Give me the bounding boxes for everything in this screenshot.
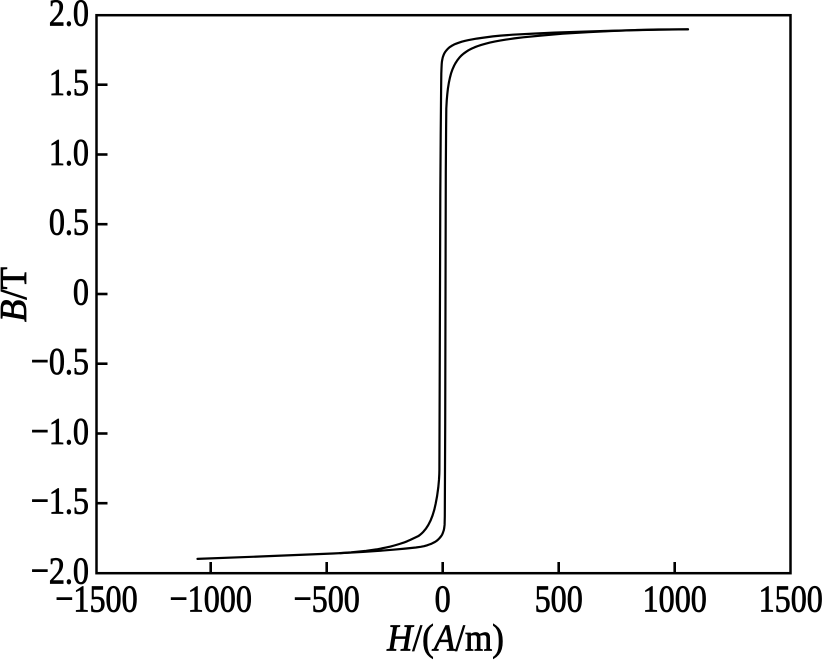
svg-text:B/T: B/T [0, 267, 35, 322]
svg-text:−1500: −1500 [55, 577, 137, 620]
svg-text:H/(A/m): H/(A/m) [386, 616, 504, 659]
svg-text:2.0: 2.0 [49, 0, 89, 34]
svg-text:1.5: 1.5 [49, 60, 89, 103]
svg-text:−1.0: −1.0 [31, 409, 89, 452]
svg-text:−1.5: −1.5 [31, 479, 89, 522]
svg-text:−0.5: −0.5 [31, 339, 89, 382]
svg-text:0.5: 0.5 [49, 200, 89, 243]
svg-text:1500: 1500 [759, 577, 823, 620]
svg-text:1.0: 1.0 [49, 130, 89, 173]
svg-text:−1000: −1000 [170, 577, 252, 620]
svg-text:0: 0 [435, 577, 451, 620]
svg-text:500: 500 [535, 577, 583, 620]
svg-text:−500: −500 [294, 577, 360, 620]
svg-text:1000: 1000 [643, 577, 707, 620]
svg-text:−2.0: −2.0 [31, 549, 89, 592]
svg-text:0: 0 [73, 270, 89, 313]
